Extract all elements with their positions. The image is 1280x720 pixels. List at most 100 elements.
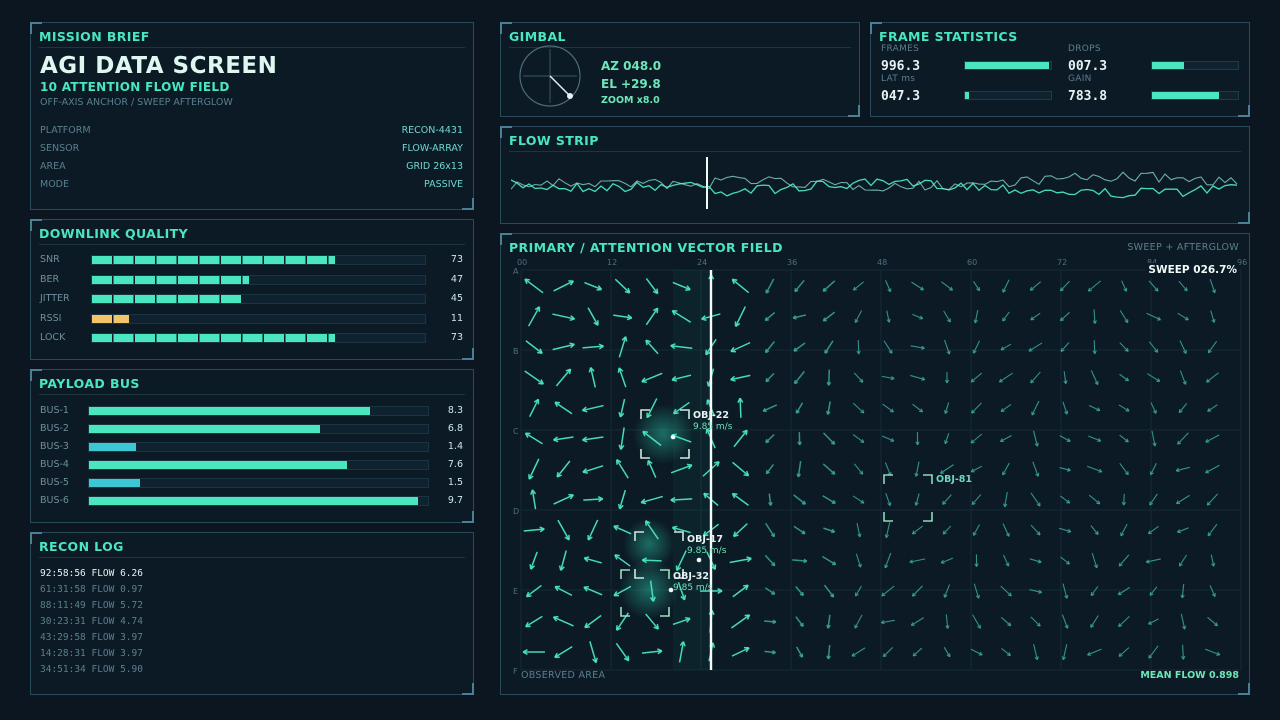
flow-arrow-head <box>686 463 693 470</box>
flow-arrow <box>911 281 924 291</box>
bar-value: 73 <box>450 332 463 343</box>
flow-arrow-head <box>1216 651 1221 656</box>
bar-fill <box>89 407 371 415</box>
flow-arrow-head <box>1148 654 1153 659</box>
flow-arrow <box>524 278 544 294</box>
flow-arrow-head <box>765 289 770 294</box>
flow-arrow-head <box>554 585 561 592</box>
flow-arrow <box>524 370 544 385</box>
flow-arrow <box>970 648 983 656</box>
flow-arrow <box>764 620 776 623</box>
flow-arrow <box>795 616 804 627</box>
flow-arrow <box>1093 340 1096 354</box>
flow-arrow-head <box>1038 589 1043 594</box>
flow-arrow <box>1205 464 1220 474</box>
flow-arrow-head <box>685 285 691 291</box>
flow-arrow-head <box>1205 469 1210 474</box>
flow-arrow <box>855 553 862 568</box>
flow-arrow-head <box>640 498 647 505</box>
flow-arrow <box>553 616 574 627</box>
bar-fill <box>89 497 418 505</box>
flow-arrow <box>1150 402 1157 414</box>
flow-arrow <box>739 398 742 418</box>
flow-arrow-head <box>1030 379 1035 384</box>
flow-arrow <box>526 584 542 598</box>
flow-arrow <box>854 310 863 323</box>
bar-row-rssi: RSSI 11 <box>40 312 463 326</box>
attention-glow <box>633 404 693 464</box>
flow-arrow-head <box>772 619 777 625</box>
flow-arrow <box>1121 280 1127 292</box>
flow-arrow <box>554 585 573 597</box>
latency-value: 047.3 <box>881 89 921 104</box>
field-key: SENSOR <box>40 143 80 154</box>
payload-title: PAYLOAD BUS <box>39 376 140 391</box>
flow-arrow <box>730 374 751 381</box>
flow-arrow-head <box>949 286 954 291</box>
attention-glow <box>619 559 679 619</box>
bar-label: BUS-3 <box>40 441 69 452</box>
flow-arrow-head <box>1180 594 1185 599</box>
flow-arrow <box>972 281 981 291</box>
field-key: MODE <box>40 179 69 190</box>
bar-value: 1.4 <box>447 441 463 452</box>
flow-arrow-head <box>1120 532 1125 537</box>
flow-arrow-head <box>702 530 709 537</box>
gain-bar <box>1151 91 1239 100</box>
flow-arrow <box>1119 462 1129 476</box>
flow-arrow <box>670 464 693 474</box>
flow-arrow-head <box>1087 651 1092 656</box>
flow-arrow-head <box>826 381 832 386</box>
flow-arrow-head <box>1002 471 1006 476</box>
bar-row-bus-1: BUS-1 8.3 <box>40 404 463 418</box>
flow-arrow-head <box>615 459 622 465</box>
flow-arrow <box>1061 614 1069 629</box>
flow-arrow <box>827 369 831 386</box>
flow-arrow <box>552 313 575 320</box>
flow-arrow-head <box>914 472 919 477</box>
drops-bar <box>1151 61 1239 70</box>
flow-arrow-head <box>671 375 678 382</box>
flow-arrow-head <box>1181 655 1186 660</box>
latency-bar <box>964 91 1052 100</box>
downlink-quality-panel: DOWNLINK QUALITY SNR 73 BER 47 JITTER 45 RSSI 1… <box>30 219 474 360</box>
bar-label: BER <box>40 273 60 285</box>
frame-stats-title: FRAME STATISTICS <box>879 29 1018 44</box>
flow-arrow-head <box>793 380 799 385</box>
flow-arrow <box>1002 554 1010 567</box>
vector-field-panel: PRIMARY / ATTENTION VECTOR FIELD SWEEP +… <box>500 233 1250 695</box>
flow-arrow <box>645 339 659 355</box>
flow-arrow <box>762 404 778 412</box>
flow-arrow-head <box>1094 381 1099 386</box>
flow-arrow <box>1148 525 1159 535</box>
flow-arrow <box>582 465 604 473</box>
mode-label: SWEEP + AFTERGLOW <box>1127 242 1239 253</box>
flow-arrow-head <box>1002 288 1007 293</box>
flow-arrow-head <box>533 398 540 405</box>
bar-row-bus-3: BUS-3 1.4 <box>40 440 463 454</box>
flow-arrow-head <box>764 348 770 354</box>
flow-arrow-head <box>888 349 893 354</box>
flow-arrow-head <box>1067 528 1072 534</box>
flow-arrow <box>1119 310 1129 323</box>
vector-field-canvas[interactable]: 001224364860728496ABCDEFOBJ-229.85 m/sOB… <box>501 234 1251 696</box>
flow-arrow-head <box>615 625 622 631</box>
flow-arrow-head <box>522 648 528 656</box>
flow-arrow-head <box>1147 530 1152 535</box>
flow-arrow <box>1088 435 1101 442</box>
flow-arrow-head <box>1181 625 1187 630</box>
flow-arrow-head <box>1147 620 1152 625</box>
flow-arrow-head <box>530 489 537 495</box>
flow-arrow <box>943 646 951 658</box>
bar-fill <box>92 275 249 284</box>
flow-arrow <box>970 465 983 473</box>
flow-arrow-head <box>975 594 980 599</box>
flow-arrow <box>732 584 749 598</box>
flow-arrow <box>527 306 541 327</box>
flow-arrow <box>827 614 831 629</box>
flow-arrow <box>822 280 836 292</box>
flow-arrow-head <box>796 473 802 478</box>
flow-arrow <box>584 281 602 291</box>
flow-arrow <box>764 587 776 595</box>
flow-arrow-head <box>670 343 676 350</box>
